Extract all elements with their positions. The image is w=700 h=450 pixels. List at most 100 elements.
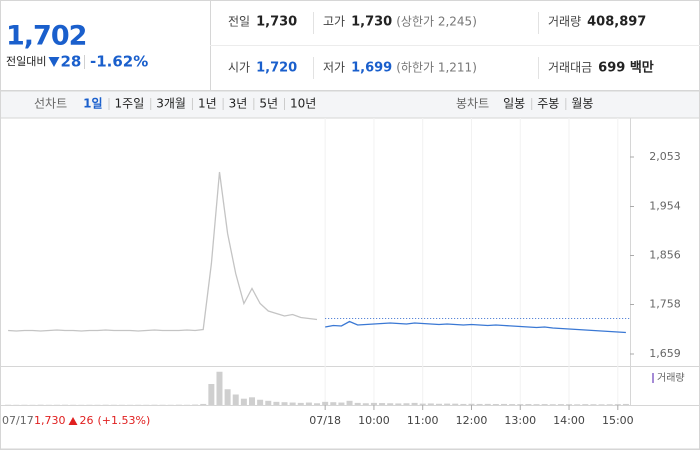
volume-bar: [354, 402, 361, 405]
volume-bar: [281, 402, 288, 405]
price-line: [325, 320, 626, 334]
volume-bar: [501, 403, 507, 405]
annotation-change: 26: [80, 414, 94, 427]
stat-value: 1,699: [351, 61, 392, 76]
period-tab[interactable]: 주봉: [537, 97, 559, 111]
volume-bar: [240, 398, 247, 405]
stat-note: (하한가 1,211): [396, 61, 477, 75]
stat-label: 고가: [323, 15, 345, 29]
volume-bar: [200, 403, 207, 405]
x-tick-label: 13:00: [504, 414, 536, 427]
volume-bar: [224, 389, 231, 405]
change-percent: -1.62%: [90, 53, 148, 71]
volume-bar: [403, 403, 410, 405]
line-chart-label: 선차트: [34, 97, 67, 111]
period-tab[interactable]: 5년: [259, 97, 278, 111]
x-tick-label: 07/18: [309, 414, 341, 427]
period-tab[interactable]: 1일: [83, 97, 102, 111]
volume-bar: [419, 403, 426, 405]
volume-bar: [541, 404, 548, 405]
volume-bar: [492, 404, 499, 405]
volume-bar: [305, 402, 312, 405]
stat-note: (상한가 2,245): [396, 15, 477, 29]
volume-bar: [509, 404, 516, 405]
volume-bar: [249, 397, 255, 405]
y-tick-label: 1,856: [649, 249, 681, 262]
down-icon: [48, 57, 60, 67]
volume-bar: [574, 404, 581, 405]
volume-bar: [452, 403, 459, 405]
period-tab[interactable]: 3개월: [156, 97, 186, 111]
volume-bar: [257, 399, 264, 405]
period-tab[interactable]: 10년: [290, 97, 316, 111]
volume-bar: [314, 403, 321, 405]
annotation-price: 1,730: [34, 414, 66, 427]
y-tick-label: 1,758: [649, 298, 681, 311]
tab-bar: [0, 90, 700, 119]
stat-label: 거래대금: [548, 61, 592, 75]
stat-value: 1,730: [351, 15, 392, 30]
stat-label: 전일: [228, 15, 250, 29]
volume-bar: [265, 400, 272, 405]
period-tab[interactable]: 1주일: [115, 97, 145, 111]
volume-bar: [566, 404, 573, 405]
stat-label: 시가: [228, 61, 250, 75]
volume-bar: [525, 404, 532, 405]
change-value: 28: [60, 53, 81, 71]
volume-bar: [517, 404, 524, 405]
up-icon: [68, 417, 78, 425]
volume-bar: [557, 404, 564, 405]
stat-value: 1,730: [256, 15, 297, 30]
volume-bar: [379, 403, 386, 405]
x-tick-label: 12:00: [456, 414, 488, 427]
volume-bar: [338, 402, 345, 405]
volume-bar: [216, 371, 223, 405]
annotation-date: 07/17: [2, 414, 34, 427]
stat-label: 저가: [323, 61, 345, 75]
stat-value: 408,897: [587, 15, 646, 30]
volume-bar: [582, 404, 589, 405]
x-tick-label: 10:00: [358, 414, 390, 427]
stat-value: 699 백만: [598, 60, 654, 76]
volume-bar: [460, 403, 467, 405]
y-tick-label: 2,053: [649, 150, 681, 163]
x-tick-label: 11:00: [407, 414, 439, 427]
price-line: [8, 171, 318, 332]
volume-bar: [533, 404, 540, 405]
period-tab[interactable]: 3년: [229, 97, 248, 111]
volume-bar: [273, 401, 280, 405]
volume-bar: [330, 402, 337, 405]
volume-bar: [590, 404, 597, 405]
volume-bar: [468, 403, 475, 405]
annotation-percent: (+1.53%): [98, 414, 151, 427]
volume-bar: [387, 403, 394, 405]
volume-bar: [297, 402, 304, 405]
volume-bar: [370, 402, 377, 405]
volume-bar: [411, 402, 418, 405]
volume-bar: [614, 404, 621, 405]
current-price: 1,702: [6, 21, 86, 52]
volume-bar: [232, 394, 239, 405]
volume-bar: [362, 403, 369, 405]
legend-swatch: [652, 373, 654, 383]
volume-bar: [289, 402, 296, 405]
x-tick-label: 14:00: [553, 414, 585, 427]
legend-label: 거래량: [657, 372, 685, 384]
stat-value: 1,720: [256, 61, 297, 76]
period-tab[interactable]: 1년: [198, 97, 217, 111]
volume-bar: [346, 400, 353, 405]
volume-bar: [622, 403, 629, 405]
volume-bar: [435, 403, 442, 405]
stat-label: 거래량: [548, 15, 581, 29]
volume-bar: [598, 404, 605, 405]
x-tick-label: 15:00: [602, 414, 634, 427]
period-tab[interactable]: 월봉: [571, 97, 593, 111]
volume-bar: [208, 384, 215, 405]
volume-bar: [444, 403, 451, 405]
volume-bar: [395, 403, 402, 405]
y-tick-label: 1,954: [649, 200, 681, 213]
candle-chart-label: 봉차트: [456, 97, 489, 111]
period-tab[interactable]: 일봉: [503, 97, 525, 111]
